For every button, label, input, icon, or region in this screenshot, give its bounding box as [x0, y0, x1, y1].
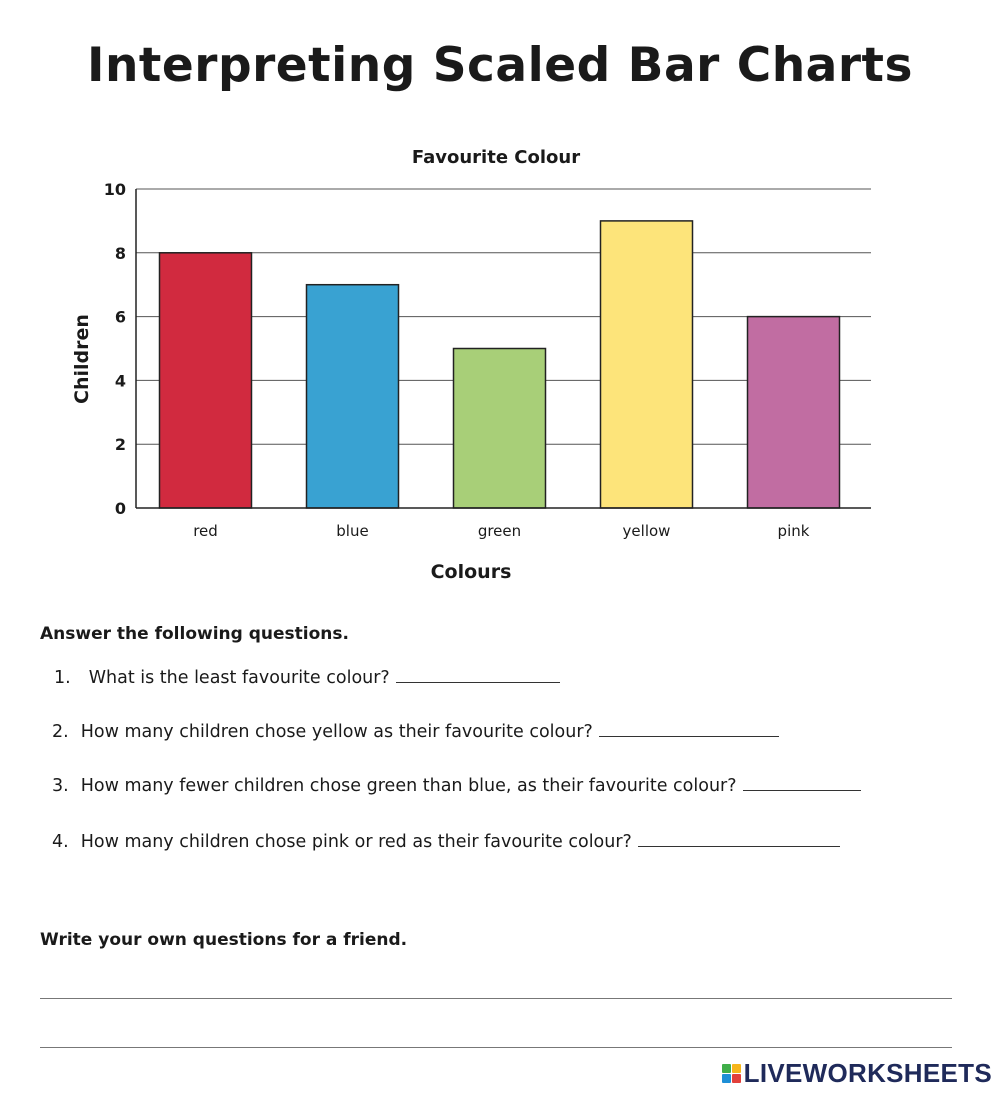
y-tick-label: 0: [115, 499, 126, 518]
question-1: 1. What is the least favourite colour?: [54, 668, 560, 688]
question-number: 1.: [54, 668, 71, 688]
answer-blank-1[interactable]: [395, 681, 560, 683]
y-tick-label: 8: [115, 244, 126, 263]
question-4: 4. How many children chose pink or red as…: [52, 832, 840, 852]
brand-text: LIVEWORKSHEETS: [743, 1057, 992, 1088]
question-number: 4.: [52, 832, 69, 852]
x-tick-label: green: [478, 522, 521, 540]
x-tick-label: red: [193, 522, 218, 540]
question-text: What is the least favourite colour?: [88, 668, 390, 688]
x-axis-ticks: red blue green yellow pink: [193, 522, 810, 540]
y-tick-label: 4: [115, 371, 126, 390]
bar-pink: [746, 315, 841, 509]
question-number: 3.: [52, 776, 69, 796]
liveworksheets-logo-icon: [721, 1063, 741, 1083]
bar-green: [452, 347, 547, 509]
instructions-heading: Answer the following questions.: [40, 624, 349, 644]
answer-blank-2[interactable]: [598, 735, 779, 737]
question-text: How many children chose pink or red as t…: [80, 832, 632, 852]
chart-bars: [158, 220, 841, 509]
answer-blank-4[interactable]: [637, 845, 840, 847]
page-title: Interpreting Scaled Bar Charts: [86, 38, 913, 93]
bar-red: [158, 252, 253, 509]
x-tick-label: blue: [336, 522, 368, 540]
y-tick-label: 2: [115, 435, 126, 454]
bar-yellow: [599, 220, 694, 509]
x-tick-label: pink: [778, 522, 810, 540]
question-2: 2. How many children chose yellow as thei…: [52, 722, 779, 742]
writing-line-1[interactable]: [40, 998, 952, 999]
y-axis-ticks: 0 2 4 6 8 10: [104, 180, 126, 518]
question-text: How many fewer children chose green than…: [80, 776, 737, 796]
liveworksheets-brand: LIVEWORKSHEETS: [721, 1057, 992, 1088]
x-axis-label: Colours: [431, 561, 512, 583]
bar-blue: [305, 283, 400, 509]
y-tick-label: 10: [104, 180, 126, 199]
own-questions-heading: Write your own questions for a friend.: [40, 930, 408, 950]
writing-line-2[interactable]: [40, 1047, 952, 1048]
answer-blank-3[interactable]: [742, 789, 861, 791]
question-3: 3. How many fewer children chose green th…: [52, 776, 861, 796]
y-axis-label: Children: [71, 314, 93, 404]
chart-title: Favourite Colour: [412, 147, 580, 168]
bar-chart: Favourite Colour 0 2 4 6 8 10 red blue green yel…: [71, 147, 871, 583]
question-text: How many children chose yellow as their …: [80, 722, 593, 742]
y-tick-label: 6: [115, 308, 126, 327]
x-tick-label: yellow: [623, 522, 671, 540]
question-number: 2.: [52, 722, 69, 742]
